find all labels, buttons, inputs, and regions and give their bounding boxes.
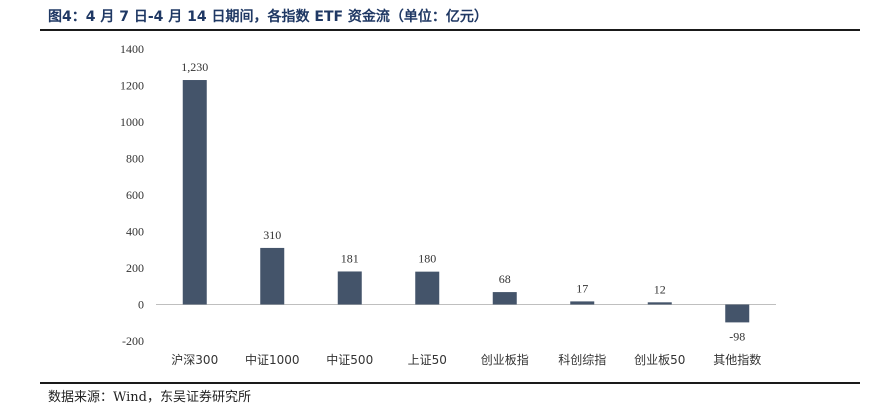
- data-label: 12: [654, 282, 666, 296]
- category-label: 科创综指: [558, 352, 606, 367]
- category-label: 其他指数: [713, 352, 761, 367]
- category-label: 沪深300: [171, 353, 218, 367]
- y-tick-label: 1200: [120, 79, 144, 93]
- category-label: 中证1000: [245, 352, 300, 367]
- bar: [260, 247, 285, 305]
- y-tick-label: 600: [126, 188, 144, 202]
- bar: [725, 304, 750, 323]
- y-tick-label: 1400: [120, 42, 144, 56]
- data-label: 1,230: [181, 60, 208, 74]
- bottom-rule: [40, 382, 860, 384]
- bar: [492, 292, 517, 305]
- data-label: 68: [499, 272, 511, 286]
- figure-title: 图4：4 月 7 日-4 月 14 日期间，各指数 ETF 资金流（单位：亿元）: [48, 9, 488, 25]
- y-tick-label: 1000: [120, 115, 144, 129]
- category-label: 创业板指: [481, 352, 529, 367]
- bar: [415, 271, 440, 305]
- data-label: 180: [418, 252, 436, 266]
- y-tick-label: -200: [122, 334, 144, 348]
- category-label: 上证50: [408, 353, 447, 367]
- top-rule: [40, 29, 860, 31]
- source-note: 数据来源：Wind，东吴证券研究所: [48, 390, 251, 405]
- y-tick-label: 200: [126, 261, 144, 275]
- data-label: 310: [263, 228, 281, 242]
- y-tick-label: 0: [138, 298, 144, 312]
- data-label: -98: [729, 329, 745, 343]
- y-tick-label: 800: [126, 152, 144, 166]
- data-label: 181: [341, 251, 359, 265]
- y-tick-label: 400: [126, 225, 144, 239]
- bar: [182, 80, 207, 305]
- bar: [570, 301, 595, 305]
- bar: [647, 302, 672, 305]
- category-label: 创业板50: [634, 353, 685, 367]
- category-label: 中证500: [326, 352, 373, 367]
- data-label: 17: [576, 281, 588, 295]
- bar: [337, 271, 362, 305]
